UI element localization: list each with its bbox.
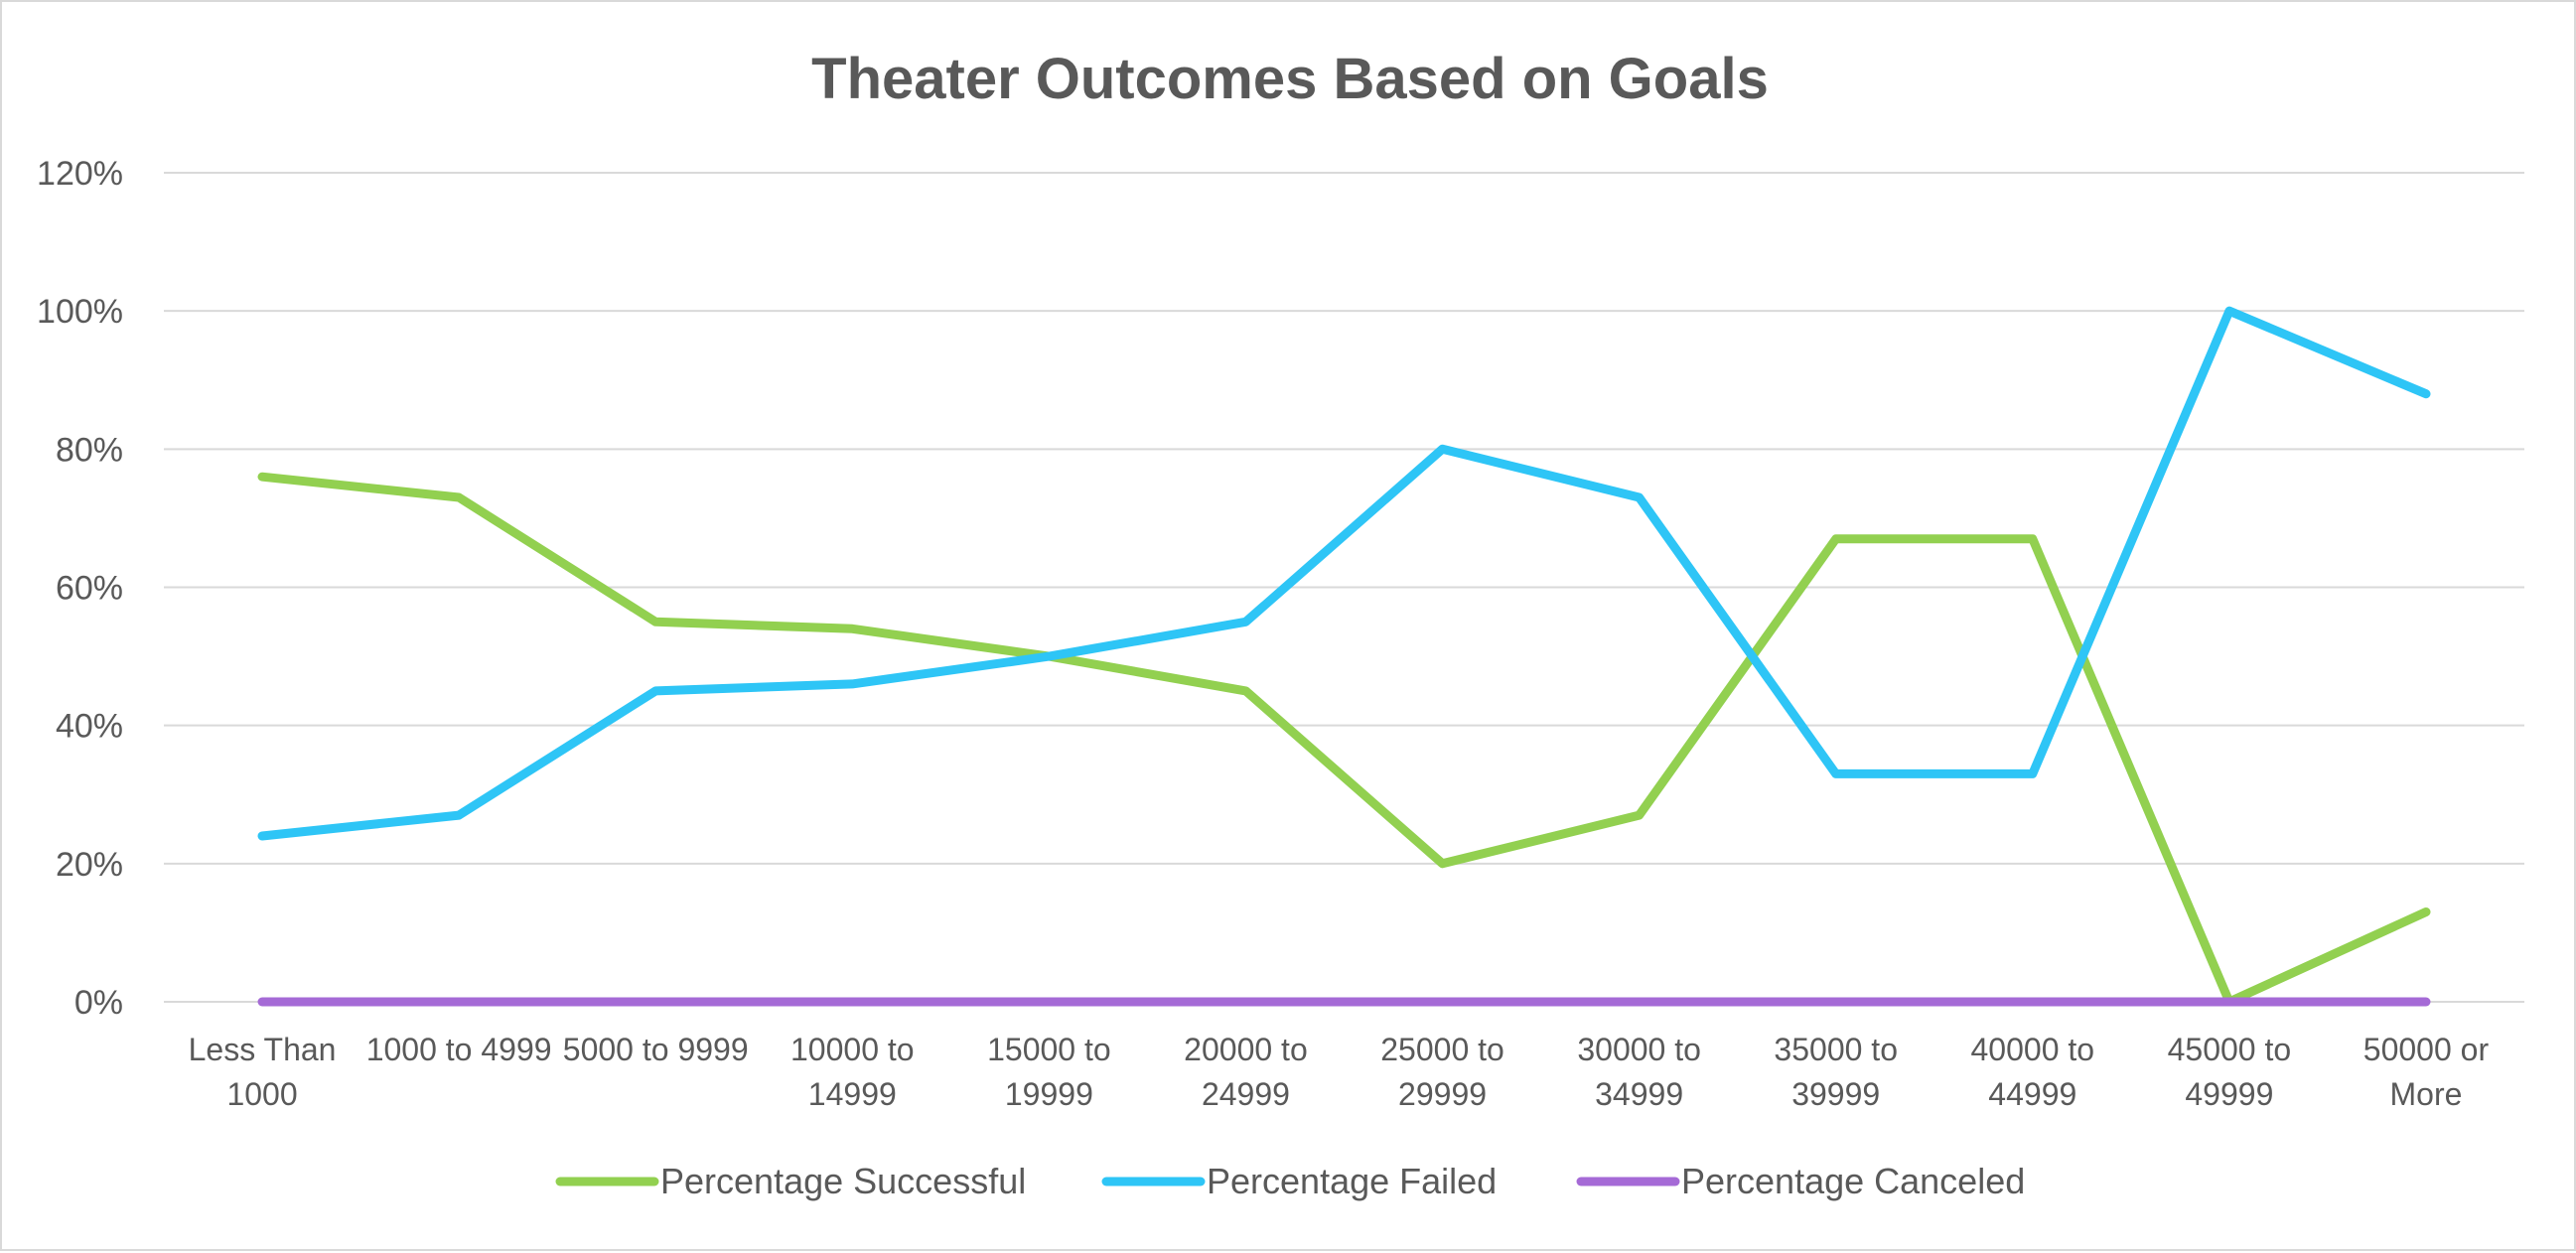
legend: Percentage Successful Percentage Failed Pe… (560, 1161, 2025, 1201)
legend-label: Percentage Successful (660, 1161, 1026, 1201)
gridlines (164, 173, 2524, 1002)
legend-label: Percentage Canceled (1681, 1161, 2025, 1201)
series-lines (262, 311, 2426, 1002)
y-axis-ticks: 0% 20% 40% 60% 80% 100% 120% (37, 155, 123, 1022)
y-tick-label: 80% (56, 431, 123, 469)
y-tick-label: 40% (56, 708, 123, 746)
y-tick-label: 0% (74, 984, 123, 1022)
legend-item-percentage-failed: Percentage Failed (1106, 1161, 1497, 1201)
legend-item-percentage-successful: Percentage Successful (560, 1161, 1026, 1201)
y-tick-label: 60% (56, 570, 123, 608)
x-tick-label: 5000 to 9999 (563, 1032, 749, 1067)
legend-item-percentage-canceled: Percentage Canceled (1581, 1161, 2025, 1201)
legend-label: Percentage Failed (1207, 1161, 1497, 1201)
chart-title: Theater Outcomes Based on Goals (811, 47, 1769, 111)
y-tick-label: 120% (37, 155, 123, 193)
y-tick-label: 100% (37, 293, 123, 331)
x-tick-label: 1000 to 4999 (366, 1032, 552, 1067)
y-tick-label: 20% (56, 846, 123, 884)
